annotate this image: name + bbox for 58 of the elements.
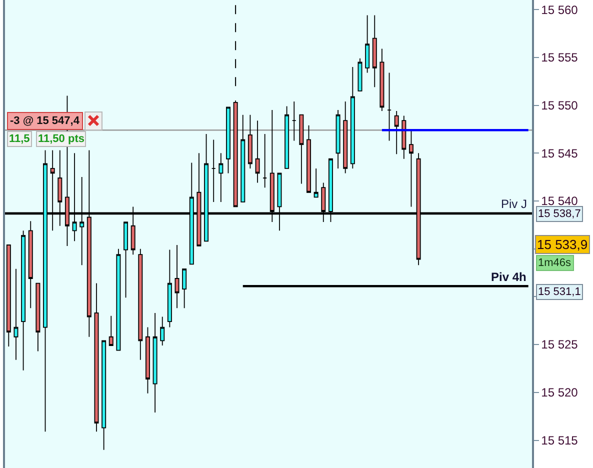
candlestick [240,114,246,202]
candlestick [102,340,106,450]
candlestick [174,244,180,309]
candlestick [306,124,311,193]
ref-line-label: -3 @ 15 547,4 [10,115,80,127]
candlestick [350,66,355,169]
annotation: 11,50 pts [38,133,84,145]
candlestick [138,248,143,360]
text: 15 533,9 [537,237,588,252]
candlestick [182,268,187,309]
candlestick [336,110,340,169]
candlestick [402,115,406,160]
candlestick [145,326,150,394]
candlestick [292,101,296,142]
y-tick-label: 15 550 [541,98,578,112]
candlestick [343,101,348,174]
candlestick [167,249,172,328]
candlestick [36,282,40,352]
candlestick [365,14,370,74]
text: 15 531,1 [538,286,581,298]
y-tick-label: 15 560 [541,2,578,17]
candlestick [94,282,99,432]
candlestick [160,316,165,346]
candlestick [211,139,216,202]
y-tick-label: 15 515 [541,433,578,448]
candlestick [6,244,11,347]
y-tick-label: 15 555 [541,50,578,65]
candlestick [218,152,224,202]
candlestick [299,114,304,184]
text: 15 538,7 [538,208,581,220]
candlestick [358,58,362,92]
candlestick [108,315,114,346]
candlestick [233,100,238,208]
y-tick-label: 15 540 [541,194,578,208]
ref-line-label: Piv J [501,197,528,211]
candlestick [284,106,290,169]
candlestick [380,48,384,112]
candlestick [387,72,392,142]
text: 1m46s [538,257,572,269]
candlestick [262,134,268,188]
candlestick [116,248,121,351]
candlestick [394,110,399,155]
candlestick [152,312,158,413]
candlestick [248,114,252,169]
candlestick [372,14,377,88]
y-tick-label: 15 545 [541,146,578,160]
candlestick [314,168,318,198]
series-label: Piv 4h [491,270,526,284]
candlestick [21,230,26,371]
candlestick [28,220,33,309]
candlestick [226,106,230,174]
candlestick [124,222,128,298]
annotation: 11,5 [9,133,30,145]
y-tick-label: 15 525 [541,338,578,352]
y-tick-label: 15 520 [541,386,578,400]
candlestick [408,130,414,208]
candlestick [255,120,260,184]
candlestick [14,268,18,360]
